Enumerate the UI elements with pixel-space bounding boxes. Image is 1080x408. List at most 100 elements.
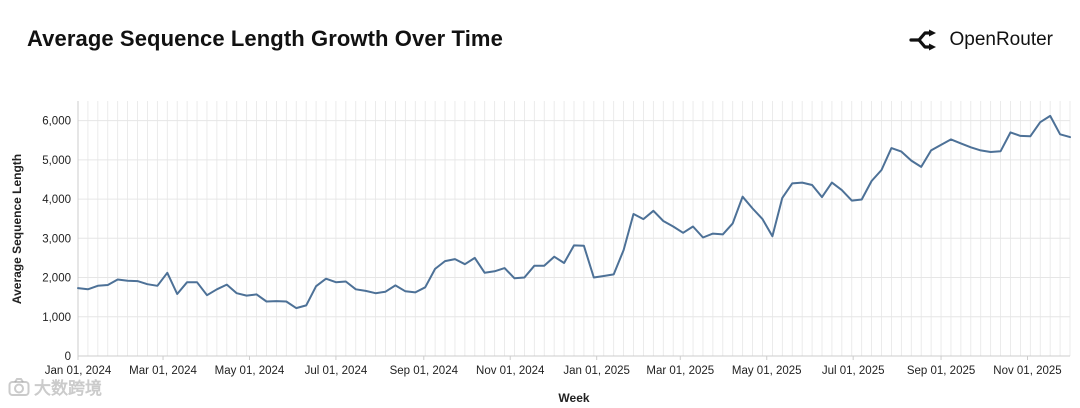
data-point [325, 278, 327, 280]
data-point [394, 284, 396, 286]
data-point [751, 207, 753, 209]
y-tick-label: 1,000 [42, 312, 71, 324]
data-point [136, 280, 138, 282]
data-point [305, 304, 307, 306]
data-point [186, 281, 188, 283]
data-point [424, 286, 426, 288]
data-point [573, 244, 575, 246]
y-tick-label: 6,000 [42, 116, 71, 128]
data-point [831, 181, 833, 183]
x-tick-label: Sep 01, 2024 [390, 365, 459, 377]
data-point [374, 292, 376, 294]
data-point [791, 182, 793, 184]
data-point [454, 258, 456, 260]
data-point [771, 235, 773, 237]
grid [77, 101, 1071, 357]
data-point [910, 159, 912, 161]
x-tick-label: Mar 01, 2024 [129, 365, 197, 377]
data-point [632, 213, 634, 215]
data-point [583, 245, 585, 247]
data-point [236, 292, 238, 294]
data-point [741, 196, 743, 198]
data-point [553, 256, 555, 258]
axes [77, 101, 1070, 360]
data-point [335, 281, 337, 283]
brand-name: OpenRouter [949, 29, 1053, 50]
data-point [702, 236, 704, 238]
data-point [900, 150, 902, 152]
data-point [206, 294, 208, 296]
data-point [970, 146, 972, 148]
x-tick-label: Jul 01, 2025 [822, 365, 885, 377]
data-point [365, 290, 367, 292]
data-point [1019, 135, 1021, 137]
data-point [613, 273, 615, 275]
data-point [940, 144, 942, 146]
x-axis-tick-labels: Jan 01, 2024 Mar 01, 2024 May 01, 2024 Jul … [45, 365, 1062, 377]
data-point [434, 268, 436, 270]
data-point [1069, 136, 1071, 138]
data-point [355, 288, 357, 290]
data-point [603, 275, 605, 277]
data-point [980, 149, 982, 151]
data-point [146, 283, 148, 285]
data-point [662, 220, 664, 222]
data-point [1009, 131, 1011, 133]
data-point [77, 287, 79, 289]
x-tick-label: Nov 01, 2025 [993, 365, 1061, 377]
x-tick-label: Jan 01, 2024 [45, 365, 112, 377]
data-point [732, 222, 734, 224]
data-point [622, 249, 624, 251]
data-point [642, 218, 644, 220]
page-title: Average Sequence Length Growth Over Time [27, 26, 503, 51]
data-point [1029, 135, 1031, 137]
watermark: 大数跨境 [8, 374, 102, 399]
data-point [226, 283, 228, 285]
data-point [930, 149, 932, 151]
y-axis-tick-labels: 0 1,000 2,000 3,000 4,000 5,000 6,000 [42, 116, 71, 363]
x-tick-label: Mar 01, 2025 [646, 365, 714, 377]
y-tick-label: 4,000 [42, 194, 71, 206]
data-point [841, 189, 843, 191]
data-point [712, 232, 714, 234]
data-point [989, 151, 991, 153]
data-point [265, 300, 267, 302]
data-point [652, 210, 654, 212]
data-point [484, 272, 486, 274]
data-point [464, 263, 466, 265]
data-point [1049, 115, 1051, 117]
y-tick-label: 3,000 [42, 233, 71, 245]
data-point [503, 267, 505, 269]
data-point [414, 291, 416, 293]
data-point [563, 262, 565, 264]
data-point [156, 285, 158, 287]
data-point [920, 166, 922, 168]
data-point [87, 288, 89, 290]
data-point [811, 184, 813, 186]
data-point [533, 265, 535, 267]
y-tick-label: 2,000 [42, 273, 71, 285]
x-tick-label: Jul 01, 2024 [305, 365, 368, 377]
data-point [523, 276, 525, 278]
data-point [1039, 121, 1041, 123]
data-point [275, 300, 277, 302]
x-tick-label: Sep 01, 2025 [907, 365, 975, 377]
data-point [384, 291, 386, 293]
data-point [890, 147, 892, 149]
data-point [801, 181, 803, 183]
data-point [999, 150, 1001, 152]
data-point [870, 180, 872, 182]
data-point [404, 290, 406, 292]
data-point [722, 233, 724, 235]
watermark-text: 大数跨境 [34, 379, 102, 398]
series-line-average-sequence-length [77, 114, 1071, 310]
openrouter-logo-icon [909, 29, 937, 51]
data-point [444, 260, 446, 262]
data-point [950, 138, 952, 140]
data-point [315, 285, 317, 287]
x-tick-label: Jan 01, 2025 [563, 365, 630, 377]
brand[interactable]: OpenRouter [909, 28, 1053, 52]
y-axis-title: Average Sequence Length [10, 154, 24, 304]
x-tick-label: Nov 01, 2024 [476, 365, 545, 377]
